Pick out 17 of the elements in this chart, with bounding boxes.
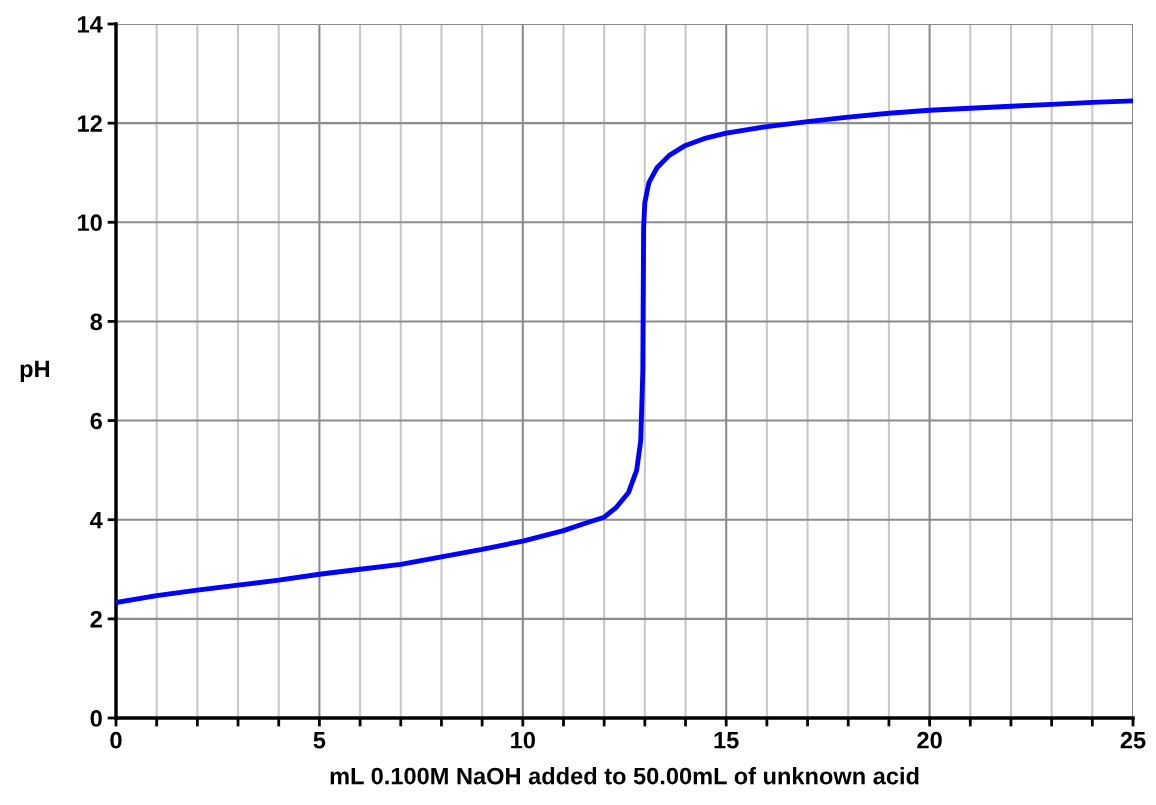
line-series bbox=[116, 98, 1133, 605]
y-tick-label: 14 bbox=[78, 16, 103, 33]
y-tick-label: 10 bbox=[78, 214, 102, 232]
x-axis-title: mL 0.100M NaOH added to 50.00mL of unknown acid bbox=[330, 767, 919, 785]
x-tick-label: 5 bbox=[313, 732, 326, 749]
x-tick-label: 15 bbox=[714, 732, 739, 749]
x-tick-label: 25 bbox=[1120, 731, 1146, 749]
y-tick-label: 4 bbox=[90, 512, 103, 529]
y-tick-label: 2 bbox=[90, 610, 102, 628]
y-tick-label: 12 bbox=[78, 115, 102, 132]
x-tick-label: 20 bbox=[917, 731, 942, 749]
x-tick-label: 0 bbox=[110, 731, 122, 749]
y-axis-title: pH bbox=[20, 360, 50, 382]
y-tick-label: 8 bbox=[90, 313, 103, 331]
x-tick-label: 10 bbox=[511, 731, 535, 749]
y-tick-label: 6 bbox=[90, 412, 102, 430]
y-tick-label: 0 bbox=[90, 710, 102, 727]
